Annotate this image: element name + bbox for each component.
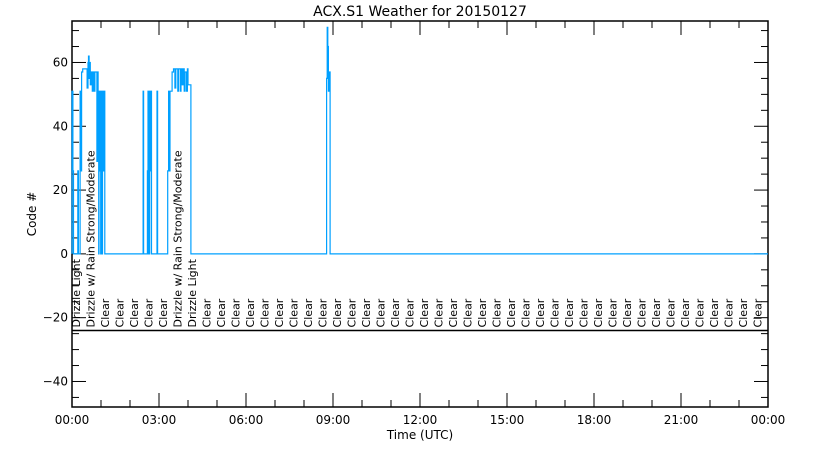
x-tick-label: 21:00 <box>664 413 699 427</box>
weather-annotation: Drizzle w/ Rain Strong/Moderate <box>172 150 185 327</box>
weather-annotation: Clear <box>447 298 460 327</box>
y-tick-label: 40 <box>53 119 68 133</box>
weather-annotation: Clear <box>128 298 141 327</box>
weather-annotation: Clear <box>433 298 446 327</box>
axes: −40 −20 0 20 40 60 00:00 03:00 06:00 09:00 12:00 15… <box>43 20 786 427</box>
weather-annotation: Clear <box>520 298 533 327</box>
weather-annotation: Clear <box>491 298 504 327</box>
y-tick-label: 20 <box>53 183 68 197</box>
weather-annotation: Clear <box>404 298 417 327</box>
weather-annotation: Clear <box>621 298 634 327</box>
weather-annotation: Clear <box>650 298 663 327</box>
weather-annotation: Clear <box>114 298 127 327</box>
annotations: Drizzle Light Drizzle w/ Rain Strong/Mode… <box>70 150 765 327</box>
weather-annotation: Clear <box>418 298 431 327</box>
x-tick-label: 03:00 <box>142 413 177 427</box>
weather-annotation: Clear <box>737 298 750 327</box>
weather-annotation: Clear <box>389 298 402 327</box>
weather-annotation: Clear <box>99 298 112 327</box>
x-tick-label: 15:00 <box>490 413 525 427</box>
weather-annotation: Clear <box>157 298 170 327</box>
weather-annotation: Drizzle Light <box>186 258 199 327</box>
x-axis-label: Time (UTC) <box>386 428 453 442</box>
weather-annotation: Clear <box>708 298 721 327</box>
weather-annotation: Clear <box>592 298 605 327</box>
weather-annotation: Clear <box>563 298 576 327</box>
weather-annotation: Clear <box>694 298 707 327</box>
chart-title: ACX.S1 Weather for 20150127 <box>313 4 527 20</box>
weather-annotation: Clear <box>302 298 315 327</box>
weather-annotation: Clear <box>331 298 344 327</box>
weather-annotation: Clear <box>607 298 620 327</box>
weather-annotation: Clear <box>317 298 330 327</box>
weather-annotation: Clear <box>259 298 272 327</box>
y-axis-label: Code # <box>25 192 39 237</box>
y-tick-label: −20 <box>43 311 68 325</box>
weather-annotation: Clear <box>201 298 214 327</box>
weather-annotation: Clear <box>534 298 547 327</box>
weather-annotation: Clear <box>752 298 765 327</box>
weather-annotation: Drizzle w/ Rain Strong/Moderate <box>85 150 98 327</box>
y-tick-label: 0 <box>60 247 68 261</box>
x-tick-label: 09:00 <box>316 413 351 427</box>
x-tick-label: 00:00 <box>55 413 90 427</box>
series <box>71 26 768 255</box>
weather-annotation: Clear <box>665 298 678 327</box>
weather-annotation: Clear <box>723 298 736 327</box>
weather-annotation: Clear <box>143 298 156 327</box>
weather-annotation: Drizzle Light <box>70 258 83 327</box>
weather-annotation: Clear <box>578 298 591 327</box>
weather-annotation: Clear <box>230 298 243 327</box>
weather-annotation: Clear <box>375 298 388 327</box>
weather-code-line <box>71 26 768 255</box>
x-tick-label: 00:00 <box>751 413 786 427</box>
weather-annotation: Clear <box>215 298 228 327</box>
weather-annotation: Clear <box>679 298 692 327</box>
weather-annotation: Clear <box>505 298 518 327</box>
weather-annotation: Clear <box>462 298 475 327</box>
y-tick-label: −40 <box>43 374 68 388</box>
weather-annotation: Clear <box>360 298 373 327</box>
x-tick-label: 18:00 <box>577 413 612 427</box>
weather-annotation: Clear <box>636 298 649 327</box>
weather-annotation: Clear <box>288 298 301 327</box>
weather-annotation: Clear <box>549 298 562 327</box>
weather-annotation: Clear <box>476 298 489 327</box>
x-tick-label: 06:00 <box>229 413 264 427</box>
weather-annotation: Clear <box>244 298 257 327</box>
x-tick-label: 12:00 <box>403 413 438 427</box>
weather-annotation: Clear <box>273 298 286 327</box>
y-tick-label: 60 <box>53 55 68 69</box>
weather-annotation: Clear <box>346 298 359 327</box>
